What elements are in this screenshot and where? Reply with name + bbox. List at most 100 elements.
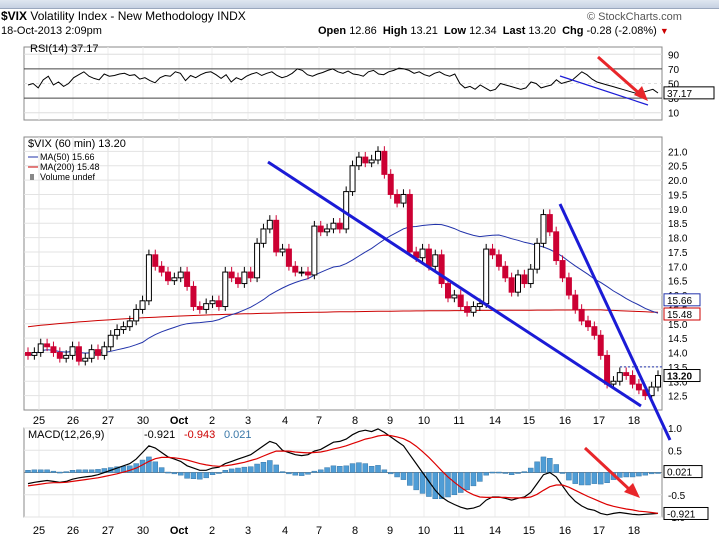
macd-histogram-bar bbox=[298, 472, 305, 476]
falling-wedge-upper-line bbox=[558, 203, 672, 441]
price-candle-body bbox=[483, 248, 490, 305]
price-candle-body bbox=[655, 375, 661, 388]
macd-histogram-bar bbox=[547, 458, 553, 473]
price-candle-body bbox=[298, 271, 305, 274]
last-value: 13.20 bbox=[528, 25, 556, 37]
macd-histogram-bar bbox=[445, 472, 451, 498]
price-tick-label: 14.5 bbox=[668, 334, 688, 345]
macd-histogram-bar bbox=[617, 472, 623, 478]
macd-histogram-bar bbox=[305, 472, 311, 475]
price-candle-body bbox=[368, 159, 375, 164]
rsi-last-value-box bbox=[663, 86, 715, 100]
macd-histogram-bar bbox=[470, 472, 477, 487]
symbol: $VIX bbox=[1, 9, 28, 23]
macd-histogram-bar bbox=[515, 472, 521, 474]
price-candle-body bbox=[324, 228, 331, 233]
x-tick-label-bottom: 9 bbox=[387, 525, 393, 537]
price-candle-body bbox=[585, 320, 591, 328]
price-candle-body bbox=[101, 346, 108, 356]
price-candle-body bbox=[521, 274, 528, 285]
rsi-tick-label: 10 bbox=[668, 109, 680, 120]
price-candle-body bbox=[235, 277, 241, 285]
price-candle-body bbox=[375, 150, 381, 161]
x-tick-label: 3 bbox=[245, 415, 251, 427]
macd-histogram-bar bbox=[69, 470, 76, 473]
last-label: Last bbox=[502, 25, 526, 37]
price-candle-body bbox=[565, 277, 572, 296]
macd-histogram-bar bbox=[171, 472, 178, 475]
price-candle-body bbox=[133, 308, 140, 322]
price-tick-label: 17.5 bbox=[668, 248, 688, 259]
macd-histogram-bar bbox=[636, 472, 642, 477]
x-tick-label: 7 bbox=[316, 415, 322, 427]
x-tick-label-bottom: 30 bbox=[137, 525, 149, 537]
macd-histogram-bar bbox=[438, 472, 445, 500]
price-candle-body bbox=[25, 352, 31, 356]
price-candle-body bbox=[266, 219, 273, 230]
price-candle-body bbox=[145, 254, 152, 302]
price-tick-label: 13.0 bbox=[668, 377, 688, 388]
price-tick-label: 14.0 bbox=[668, 349, 688, 360]
macd-histogram-bar bbox=[400, 472, 407, 480]
copyright: © StockCharts.com bbox=[587, 11, 682, 23]
x-tick-label: 11 bbox=[453, 415, 464, 427]
price-candle-body bbox=[126, 320, 133, 328]
macd-histogram-bar bbox=[146, 456, 152, 473]
macd-hist-label-box bbox=[663, 465, 703, 479]
chg-label: Chg bbox=[562, 25, 584, 37]
symbol-name: Volatility Index - New Methodology bbox=[30, 9, 214, 23]
price-candle-body bbox=[502, 265, 509, 279]
macd-histogram-bar bbox=[464, 472, 470, 491]
macd-histogram-bar bbox=[63, 471, 69, 473]
macd-histogram-bar bbox=[260, 462, 267, 473]
x-tick-label: 8 bbox=[352, 415, 358, 427]
macd-histogram-bar bbox=[95, 469, 101, 473]
macd-histogram-bar bbox=[190, 472, 197, 479]
price-candle-body bbox=[209, 300, 216, 305]
price-label-box-last bbox=[663, 369, 701, 383]
x-tick-label: 15 bbox=[523, 415, 535, 427]
macd-histogram-bar bbox=[540, 456, 547, 473]
price-candle-body bbox=[616, 372, 623, 382]
price-candle-body bbox=[648, 386, 655, 397]
price-candle-body bbox=[177, 271, 184, 279]
price-label-last: 13.20 bbox=[667, 372, 692, 383]
price-tick-label: 12.5 bbox=[668, 392, 688, 403]
macd-histogram-bar bbox=[394, 472, 400, 478]
x-tick-label-bottom: Oct bbox=[170, 525, 189, 537]
price-candle-body bbox=[578, 308, 585, 322]
macd-histogram-bar bbox=[623, 472, 629, 478]
x-tick-label: Oct bbox=[170, 415, 189, 427]
macd-histogram-bar bbox=[597, 472, 604, 485]
price-tick-label: 13.5 bbox=[668, 363, 688, 374]
low-value: 12.34 bbox=[469, 25, 497, 37]
high-label: High bbox=[382, 25, 408, 37]
price-tick-label: 18.5 bbox=[668, 219, 688, 230]
chg-down-icon: ▼ bbox=[659, 26, 669, 36]
rsi-trendline bbox=[559, 75, 649, 106]
x-tick-label: 27 bbox=[102, 415, 114, 427]
macd-histogram-bar bbox=[553, 464, 559, 473]
x-tick-label: 2 bbox=[209, 415, 215, 427]
macd-histogram-bar bbox=[368, 466, 375, 473]
legend-ma200: MA(200) 15.48 bbox=[40, 162, 100, 172]
low-label: Low bbox=[444, 25, 467, 37]
price-candle-body bbox=[165, 271, 171, 282]
price-tick-label: 15.0 bbox=[668, 320, 688, 331]
price-candle-body bbox=[37, 343, 44, 354]
price-tick-label: 17.0 bbox=[668, 262, 688, 273]
x-tick-label-bottom: 3 bbox=[245, 525, 251, 537]
price-candle-body bbox=[241, 271, 248, 285]
macd-histogram-bar bbox=[197, 472, 203, 480]
x-tick-label-bottom: 27 bbox=[102, 525, 114, 537]
price-candle-body bbox=[508, 277, 515, 293]
macd-histogram-bar bbox=[158, 467, 165, 473]
price-candle-body bbox=[247, 271, 254, 279]
x-tick-label: 30 bbox=[137, 415, 149, 427]
price-candle-body bbox=[610, 380, 617, 385]
x-tick-label: 26 bbox=[67, 415, 79, 427]
price-tick-label: 20.5 bbox=[668, 162, 688, 173]
price-candle-body bbox=[438, 254, 445, 285]
macd-histogram-bar bbox=[247, 466, 254, 473]
